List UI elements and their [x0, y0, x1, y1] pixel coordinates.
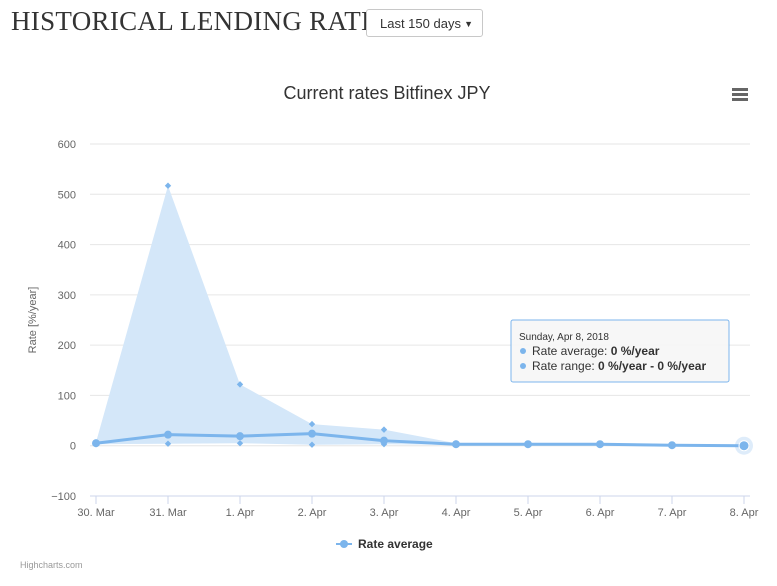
chart-credits[interactable]: Highcharts.com	[20, 560, 83, 570]
range-high-marker	[308, 420, 316, 428]
y-tick-label: 600	[58, 139, 76, 151]
rate-average-point[interactable]	[596, 440, 604, 449]
y-tick-label: 500	[58, 189, 76, 201]
tooltip-row: Rate average: 0 %/year	[532, 344, 660, 358]
x-tick-label: 7. Apr	[658, 507, 687, 519]
range-high-marker	[380, 426, 388, 433]
tooltip-bullet	[520, 363, 526, 369]
time-range-select[interactable]: Last 150 days ▼	[366, 9, 483, 37]
lending-rate-chart: Current rates Bitfinex JPY Rate [%/year]…	[27, 82, 759, 551]
legend-marker	[340, 540, 348, 548]
chart-legend[interactable]: Rate average	[336, 537, 433, 551]
range-low-marker	[308, 441, 316, 448]
y-axis-label: Rate [%/year]	[27, 287, 39, 354]
rate-average-point[interactable]	[738, 440, 750, 452]
x-tick-label: 4. Apr	[442, 507, 471, 519]
x-tick-label: 5. Apr	[514, 507, 543, 519]
y-tick-label: 100	[58, 390, 76, 402]
tooltip-bullet	[520, 348, 526, 354]
x-tick-label: 8. Apr	[730, 507, 759, 519]
page-title: HISTORICAL LENDING RATES	[11, 6, 394, 36]
chart-title: Current rates Bitfinex JPY	[283, 83, 490, 103]
rate-average-point[interactable]	[668, 441, 676, 450]
tooltip-row: Rate range: 0 %/year - 0 %/year	[532, 359, 706, 373]
x-tick-label: 30. Mar	[77, 507, 115, 519]
y-tick-label: 200	[58, 340, 76, 352]
range-high-marker	[236, 381, 244, 388]
rate-average-point[interactable]	[308, 429, 316, 438]
y-tick-label: −100	[51, 491, 76, 503]
rate-average-point[interactable]	[92, 439, 100, 448]
x-tick-label: 3. Apr	[370, 507, 399, 519]
hamburger-icon	[732, 88, 748, 101]
chart-menu-button[interactable]	[726, 82, 754, 106]
rate-average-line	[95, 432, 745, 448]
x-tick-label: 31. Mar	[149, 507, 187, 519]
y-tick-label: 400	[58, 240, 76, 252]
time-range-value: Last 150 days	[380, 15, 461, 31]
rate-average-point[interactable]	[452, 440, 460, 449]
rate-average-point[interactable]	[236, 432, 244, 441]
y-tick-label: 300	[58, 290, 76, 302]
range-high-marker	[164, 182, 172, 189]
x-tick-label: 6. Apr	[586, 507, 615, 519]
rate-average-point[interactable]	[380, 436, 388, 445]
rate-average-point[interactable]	[524, 440, 532, 449]
range-low-marker	[236, 440, 244, 447]
x-tick-label: 1. Apr	[226, 507, 255, 519]
x-tick-label: 2. Apr	[298, 507, 327, 519]
rate-average-point[interactable]	[164, 430, 172, 439]
y-tick-label: 0	[70, 441, 76, 453]
chart-container: Current rates Bitfinex JPY Rate [%/year]…	[0, 60, 777, 581]
caret-down-icon: ▼	[464, 19, 473, 29]
tooltip-date: Sunday, Apr 8, 2018	[519, 332, 609, 343]
legend-item-rate-average[interactable]: Rate average	[358, 537, 433, 551]
rate-range-area	[96, 185, 744, 446]
range-low-marker	[164, 440, 172, 447]
